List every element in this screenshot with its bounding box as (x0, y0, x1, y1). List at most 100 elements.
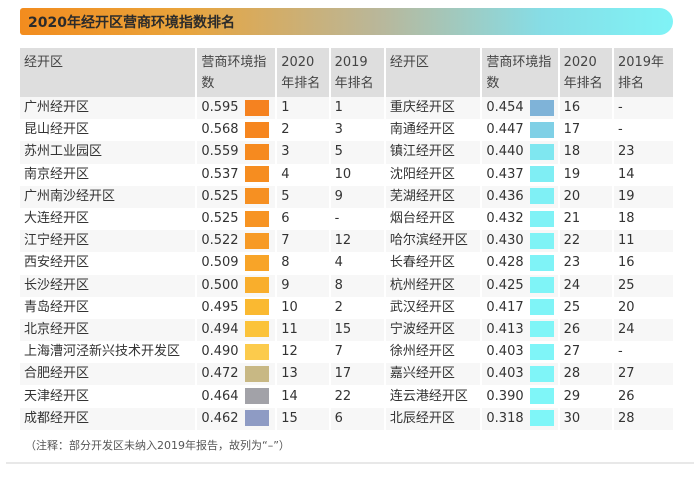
color-swatch (529, 365, 554, 382)
rank-2019-left: 12 (330, 230, 386, 253)
rank-2019-left: 15 (330, 318, 386, 342)
header-index-right: 营商环境指数 (482, 48, 560, 97)
table-header-row: 经开区 营商环境指数 2020年排名 2019年排名 经开区 营商环境指数 20… (20, 48, 675, 97)
table-row: 上海漕河泾新兴技术开发区 0.490 12 7 徐州经开区 0.403 27- (20, 341, 675, 364)
index-value: 0.403 (486, 344, 524, 360)
rank-2019-left: 2 (330, 296, 386, 319)
rank-2019-right: - (613, 341, 675, 364)
rank-2020-left: 10 (277, 296, 331, 319)
color-swatch (529, 321, 554, 338)
zone-name-left: 长沙经开区 (20, 274, 198, 297)
rank-2019-left: 17 (330, 363, 386, 386)
index-cell-left: 0.495 (197, 296, 278, 319)
index-value: 0.525 (201, 211, 239, 227)
table-row: 长沙经开区 0.500 9 8 杭州经开区 0.425 24 25 (20, 274, 675, 297)
zone-name-left: 南京经开区 (20, 163, 198, 186)
index-cell-left: 0.462 (197, 407, 278, 430)
color-swatch (529, 166, 554, 183)
table-row: 成都经开区 0.462 15 6 北辰经开区 0.318 30 28 (20, 407, 675, 430)
title-banner (20, 8, 673, 35)
index-value: 0.462 (201, 410, 239, 426)
rank-2020-right: 28 (559, 363, 614, 386)
zone-name-right: 哈尔滨经开区 (385, 230, 483, 253)
index-value: 0.430 (486, 233, 524, 249)
table-row: 青岛经开区 0.495 10 2 武汉经开区 0.417 25 20 (20, 296, 675, 319)
rank-2019-left: 3 (330, 119, 386, 142)
index-value: 0.432 (486, 211, 524, 227)
rank-2019-left: 9 (330, 185, 386, 208)
index-cell-right: 0.428 (482, 252, 560, 275)
rank-2019-right: 28 (613, 407, 675, 430)
header-index-left: 营商环境指数 (197, 48, 278, 97)
zone-name-right: 连云港经开区 (385, 385, 483, 408)
index-cell-right: 0.454 (482, 97, 560, 120)
index-value: 0.494 (201, 321, 239, 337)
color-swatch (529, 410, 554, 427)
rank-2019-left: 10 (330, 163, 386, 186)
rank-2019-left: 1 (330, 97, 386, 120)
table-row: 天津经开区 0.464 14 22 连云港经开区 0.390 29 26 (20, 385, 675, 408)
index-value: 0.447 (486, 122, 524, 138)
rank-2020-right: 16 (559, 97, 614, 120)
zone-name-left: 昆山经开区 (20, 119, 198, 142)
rank-2020-right: 25 (559, 296, 614, 319)
header-rank2019-right: 2019年排名 (613, 48, 675, 97)
color-swatch (529, 299, 554, 316)
zone-name-left: 青岛经开区 (20, 296, 198, 319)
index-value: 0.472 (201, 366, 239, 382)
index-cell-left: 0.522 (197, 230, 278, 253)
index-cell-right: 0.447 (482, 119, 560, 142)
index-value: 0.559 (201, 144, 239, 160)
table-row: 广州南沙经开区 0.525 5 9 芜湖经开区 0.436 20 19 (20, 185, 675, 208)
index-value: 0.318 (486, 410, 524, 426)
index-value: 0.464 (201, 388, 239, 404)
rank-2019-left: 5 (330, 141, 386, 164)
ranking-table: 经开区 营商环境指数 2020年排名 2019年排名 经开区 营商环境指数 20… (20, 48, 675, 430)
rank-2020-left: 11 (277, 318, 331, 342)
rank-2019-right: 24 (613, 318, 675, 342)
index-value: 0.525 (201, 188, 239, 204)
rank-2019-right: - (613, 97, 675, 120)
rank-2019-left: 22 (330, 385, 386, 408)
index-cell-left: 0.559 (197, 141, 278, 164)
index-cell-left: 0.509 (197, 252, 278, 275)
index-value: 0.436 (486, 188, 524, 204)
index-cell-right: 0.403 (482, 341, 560, 364)
rank-2020-right: 26 (559, 318, 614, 342)
table-row: 南京经开区 0.537 4 10 沈阳经开区 0.437 19 14 (20, 163, 675, 186)
index-cell-right: 0.390 (482, 385, 560, 408)
rank-2019-right: 26 (613, 385, 675, 408)
index-value: 0.454 (486, 100, 524, 116)
zone-name-right: 重庆经开区 (385, 97, 483, 120)
rank-2020-right: 17 (559, 119, 614, 142)
index-value: 0.440 (486, 144, 524, 160)
zone-name-left: 西安经开区 (20, 252, 198, 275)
index-value: 0.413 (486, 321, 524, 337)
rank-2020-right: 21 (559, 207, 614, 231)
footnote: （注释：部分开发区未纳入2019年报告，故列为“–”） (25, 439, 290, 452)
index-value: 0.403 (486, 366, 524, 382)
color-swatch (529, 388, 554, 405)
color-swatch (244, 299, 269, 316)
zone-name-left: 合肥经开区 (20, 363, 198, 386)
zone-name-left: 成都经开区 (20, 407, 198, 430)
rank-2020-left: 15 (277, 407, 331, 430)
zone-name-right: 北辰经开区 (385, 407, 483, 430)
index-value: 0.537 (201, 166, 239, 182)
index-cell-right: 0.417 (482, 296, 560, 319)
color-swatch (529, 343, 554, 360)
rank-2019-right: 18 (613, 207, 675, 231)
rank-2020-right: 19 (559, 163, 614, 186)
color-swatch (244, 277, 269, 294)
table-row: 苏州工业园区 0.559 3 5 镇江经开区 0.440 18 23 (20, 141, 675, 164)
rank-2020-right: 27 (559, 341, 614, 364)
rank-2019-left: 7 (330, 341, 386, 364)
index-value: 0.495 (201, 299, 239, 315)
index-cell-left: 0.525 (197, 185, 278, 208)
index-cell-right: 0.440 (482, 141, 560, 164)
zone-name-left: 江宁经开区 (20, 230, 198, 253)
index-cell-left: 0.500 (197, 274, 278, 297)
zone-name-left: 北京经开区 (20, 318, 198, 342)
index-value: 0.390 (486, 388, 524, 404)
color-swatch (244, 321, 269, 338)
